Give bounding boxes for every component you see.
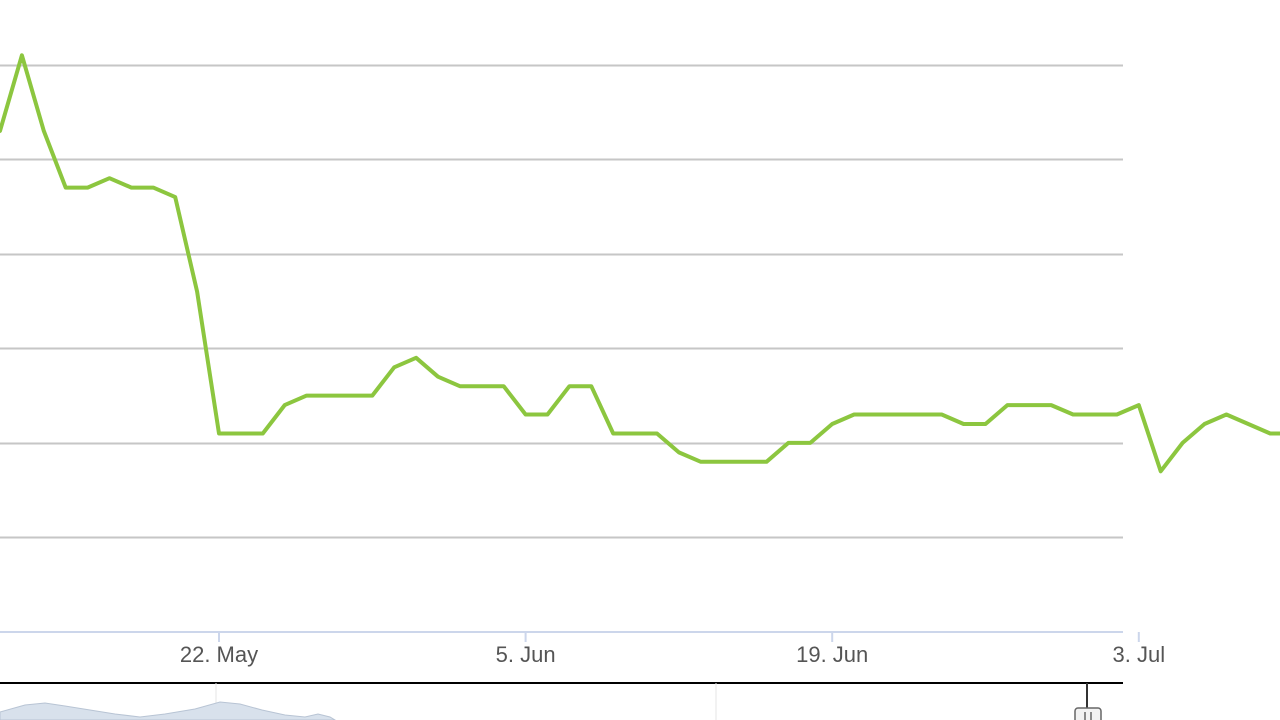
series-layer [0, 53, 1280, 474]
x-tick-label: 5. Jun [496, 642, 556, 667]
x-tick-label: 22. May [180, 642, 258, 667]
series-line [0, 53, 1280, 474]
navigator[interactable] [0, 682, 1123, 720]
navigator-handle-right[interactable] [1074, 707, 1102, 720]
x-tick-label: 3. Jul [1113, 642, 1166, 667]
x-tick-label: 19. Jun [796, 642, 868, 667]
gridlines [0, 64, 1123, 539]
navigator-series-area [0, 701, 336, 720]
